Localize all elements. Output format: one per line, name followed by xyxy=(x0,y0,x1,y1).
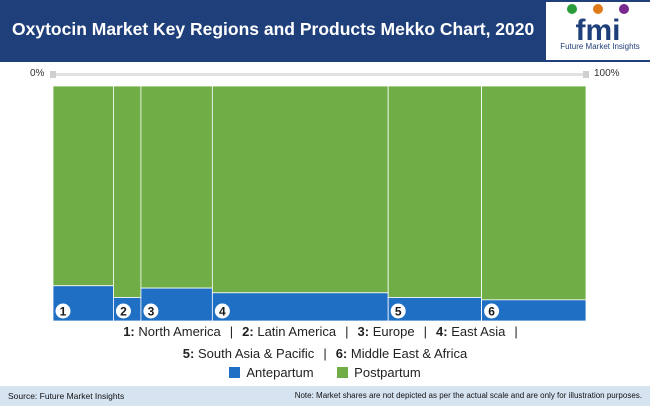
region-legend-line-2: 5: South Asia & Pacific | 6: Middle East &… xyxy=(0,346,650,361)
segment-marker-6 xyxy=(484,303,500,319)
svg-text:fmi: fmi xyxy=(576,14,621,44)
segment-marker-1 xyxy=(55,303,71,319)
legend-separator: | xyxy=(229,324,234,339)
bar-postpartum-1 xyxy=(52,85,114,287)
segment-label-1: 1 xyxy=(60,305,67,319)
mekko-chart: 1 2 3 4 5 6 xyxy=(50,71,589,322)
bar-postpartum-3 xyxy=(140,85,213,289)
legend-separator: | xyxy=(323,346,327,361)
legend-separator: | xyxy=(423,324,427,339)
bar-postpartum-5 xyxy=(387,85,482,298)
bar-postpartum-4 xyxy=(211,85,389,294)
segment-label-5: 5 xyxy=(395,305,402,319)
source-text: Source: Future Market Insights xyxy=(8,391,125,401)
axis-label-right: 100% xyxy=(594,68,620,79)
header-banner: Oxytocin Market Key Regions and Products… xyxy=(0,0,650,62)
legend-separator: | xyxy=(345,324,349,339)
segment-label-3: 3 xyxy=(148,305,155,319)
legend-swatch-antepartum xyxy=(229,367,241,378)
logo-caption: Future Market Insights xyxy=(560,42,640,51)
footer-bar: Source: Future Market Insights Note: Mar… xyxy=(0,386,650,406)
region-legend-item: 4: East Asia xyxy=(436,324,506,339)
axis-tick-right xyxy=(583,71,589,78)
legend-item-postpartum: Postpartum xyxy=(337,365,421,380)
segment-marker-5 xyxy=(390,303,406,319)
legend-separator: | xyxy=(514,324,518,339)
series-legend: Antepartum Postpartum xyxy=(0,365,650,380)
bar-antepartum-4 xyxy=(211,292,389,322)
segment-label-2: 2 xyxy=(120,305,127,319)
region-legend-line-1: 1: North America | 2: Latin America | 3: Eur… xyxy=(0,324,650,339)
segment-label-4: 4 xyxy=(219,305,226,319)
bar-postpartum-2 xyxy=(113,85,142,298)
legend-swatch-postpartum xyxy=(337,367,349,378)
fmi-logo-icon: fmi xyxy=(567,4,629,47)
segment-marker-2 xyxy=(115,303,131,319)
bar-antepartum-6 xyxy=(481,299,587,322)
axis-tick-left xyxy=(50,71,56,78)
segment-marker-4 xyxy=(214,303,230,319)
axis-label-left: 0% xyxy=(30,68,45,79)
disclaimer-note: Note: Market shares are not depicted as … xyxy=(294,391,642,400)
region-legend-item: 2: Latin America xyxy=(242,324,337,339)
axis-rail xyxy=(53,73,586,76)
bar-postpartum-6 xyxy=(481,85,587,301)
company-logo: fmi Future Market Insights xyxy=(546,2,650,60)
region-legend-item: 6: Middle East & Africa xyxy=(335,346,468,361)
segment-marker-3 xyxy=(143,303,159,319)
legend-item-antepartum: Antepartum xyxy=(229,365,314,380)
region-legend-item: 5: South Asia & Pacific xyxy=(182,346,315,361)
segment-label-6: 6 xyxy=(488,305,495,319)
chart-title: Oxytocin Market Key Regions and Products… xyxy=(12,19,535,39)
region-legend-item: 1: North America xyxy=(123,324,221,339)
region-legend-item: 3: Europe xyxy=(357,324,415,339)
